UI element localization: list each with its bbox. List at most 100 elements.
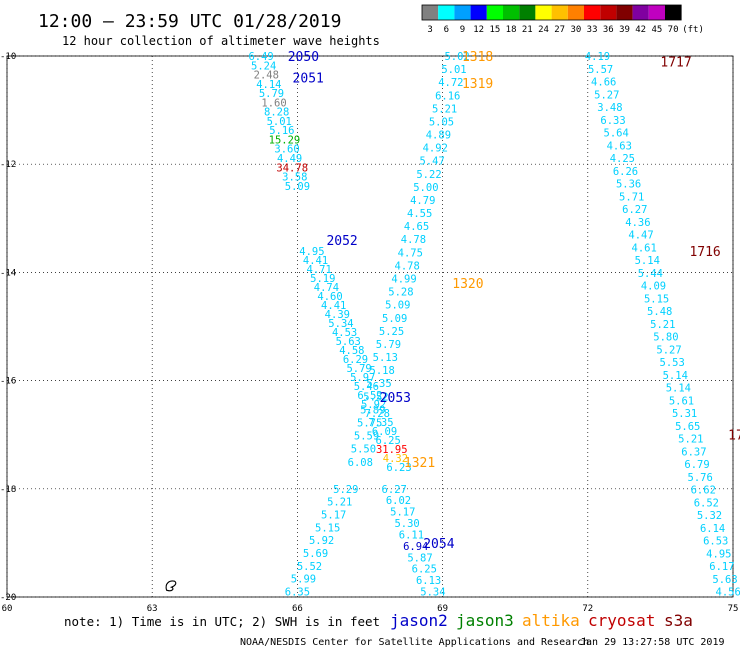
colorbar-swatch — [519, 5, 536, 20]
colorbar-label: 21 — [522, 25, 533, 35]
swh-value: 3.58 — [282, 172, 307, 184]
swh-value: 5.44 — [638, 268, 663, 280]
swh-value: 5.50 — [351, 444, 376, 456]
swh-value: 5.16 — [269, 125, 294, 137]
swh-value: 5.71 — [619, 191, 644, 203]
swh-value: 4.79 — [410, 195, 435, 207]
y-tick-label: -14 — [0, 268, 16, 278]
pass-2052-2053: 4.954.414.715.194.744.604.414.395.344.53… — [299, 246, 411, 474]
swh-value: 4.49 — [277, 153, 302, 165]
swh-value: 5.27 — [656, 344, 681, 356]
colorbar-label: 45 — [651, 25, 662, 35]
swh-value: 4.89 — [426, 130, 451, 142]
swh-value: 5.30 — [394, 518, 419, 530]
pass-label: 2054 — [423, 537, 454, 552]
colorbar-label: 18 — [506, 25, 517, 35]
swh-value: 5.21 — [432, 103, 457, 115]
legend-jason2: jason2 — [390, 611, 448, 630]
pass-label: 1321 — [404, 456, 435, 471]
colorbar-label: 6 — [444, 25, 449, 35]
swh-value: 8.28 — [264, 107, 289, 119]
footer-credit: NOAA/NESDIS Center for Satellite Applica… — [240, 637, 589, 648]
swh-value: 5.87 — [407, 552, 432, 564]
swh-value: 31.95 — [376, 444, 408, 456]
swh-value: 5.76 — [688, 472, 713, 484]
swh-value: 5.75 — [357, 417, 382, 429]
swh-value: 6.94 — [403, 541, 428, 553]
swh-value: 4.99 — [391, 274, 416, 286]
x-tick-label: 63 — [147, 604, 158, 614]
swh-value: 5.09 — [382, 313, 407, 325]
swh-value: 6.27 — [622, 204, 647, 216]
swh-value: 6.08 — [348, 457, 373, 469]
swh-value: 5.32 — [697, 510, 722, 522]
swh-value: 6.79 — [684, 459, 709, 471]
swh-value: 5.15 — [644, 293, 669, 305]
swh-value: 5.65 — [675, 421, 700, 433]
swh-value: 5.69 — [303, 548, 328, 560]
y-tick-label: -18 — [0, 485, 16, 495]
altimeter-tracks: 6.495.242.484.145.791.608.285.015.1615.2… — [248, 51, 740, 599]
swh-value: 5.28 — [388, 287, 413, 299]
swh-value: 5.18 — [370, 365, 395, 377]
swh-value: 5.63 — [712, 574, 737, 586]
pass-label: 2051 — [293, 72, 324, 87]
pass-labels: 2050 2051 2052 2053 2054 1318 1319 1320 1321 1717… — [288, 50, 740, 552]
swh-value: 5.79 — [346, 363, 371, 375]
swh-value: 4.41 — [321, 300, 346, 312]
swh-value: 5.13 — [373, 352, 398, 364]
colorbar-swatch — [503, 5, 520, 20]
swh-value: 5.59 — [354, 431, 379, 443]
swh-value: 2.48 — [254, 70, 279, 82]
swh-value: 6.23 — [386, 462, 411, 474]
swh-value: 6.25 — [376, 435, 401, 447]
colorbar-swatch — [665, 5, 682, 20]
swh-value: 5.14 — [663, 370, 688, 382]
colorbar-swatch — [438, 5, 455, 20]
pass-1717-1715: 4.195.574.665.273.486.335.644.634.256.26… — [585, 51, 740, 599]
colorbar-swatch — [535, 5, 552, 20]
colorbar-label: 33 — [587, 25, 598, 35]
colorbar-legend: 3 6 9 12 15 18 21 24 27 30 33 36 39 42 45 70 (ft) — [421, 4, 704, 35]
swh-value: 4.61 — [632, 242, 657, 254]
island-outline — [165, 580, 177, 592]
pass-label: 1717 — [660, 55, 691, 70]
colorbar-label: 3 — [427, 25, 432, 35]
swh-value: 4.39 — [325, 309, 350, 321]
swh-value: 5.01 — [267, 116, 292, 128]
swh-value: 5.05 — [429, 116, 454, 128]
footer-timestamp: Jan 29 13:27:58 UTC 2019 — [580, 637, 725, 648]
swh-value: 6.13 — [416, 575, 441, 587]
swh-value: 5.31 — [672, 408, 697, 420]
swh-value: 6.25 — [412, 564, 437, 576]
swh-value: 3.60 — [274, 144, 299, 156]
satellite-legend: jason2 jason3 altika cryosat s3a — [390, 611, 693, 630]
pass-1318-1321: 5.025.014.726.165.215.05 4.894.925.475.22… — [348, 51, 470, 469]
pass-2053-2054: 6.276.025.175.306.116.945.876.256.135.34 — [382, 484, 446, 599]
colorbar-label: 42 — [635, 25, 646, 35]
pass-label: 2052 — [326, 234, 357, 249]
colorbar-label: 30 — [570, 25, 581, 35]
swh-value: 4.72 — [438, 77, 463, 89]
swh-value: 5.53 — [660, 357, 685, 369]
swh-value: 5.21 — [678, 434, 703, 446]
colorbar-label: 70 — [668, 25, 679, 35]
swh-value: 5.22 — [416, 169, 441, 181]
colorbar-swatch — [584, 5, 601, 20]
colorbar-swatch — [600, 5, 617, 20]
x-tick-label: 60 — [2, 604, 13, 614]
swh-value: 5.36 — [616, 179, 641, 191]
y-tick-label: -10 — [0, 52, 16, 62]
swh-value: 4.47 — [628, 230, 653, 242]
colorbar-border — [421, 4, 682, 21]
swh-value: 4.75 — [398, 247, 423, 259]
pass-1321-1322: 5.295.215.175.155.925.695.525.996.35 — [285, 484, 359, 599]
swh-value: 5.64 — [604, 128, 629, 140]
swh-value: 5.99 — [291, 574, 316, 586]
swh-value: 4.95 — [299, 246, 324, 258]
swh-value: 6.49 — [248, 51, 273, 63]
plot-border — [6, 55, 734, 598]
swh-value: 15.29 — [269, 134, 301, 146]
swh-value: 5.21 — [327, 497, 352, 509]
pass-2050-2051: 6.495.242.484.145.791.608.285.015.1615.2… — [248, 51, 310, 193]
